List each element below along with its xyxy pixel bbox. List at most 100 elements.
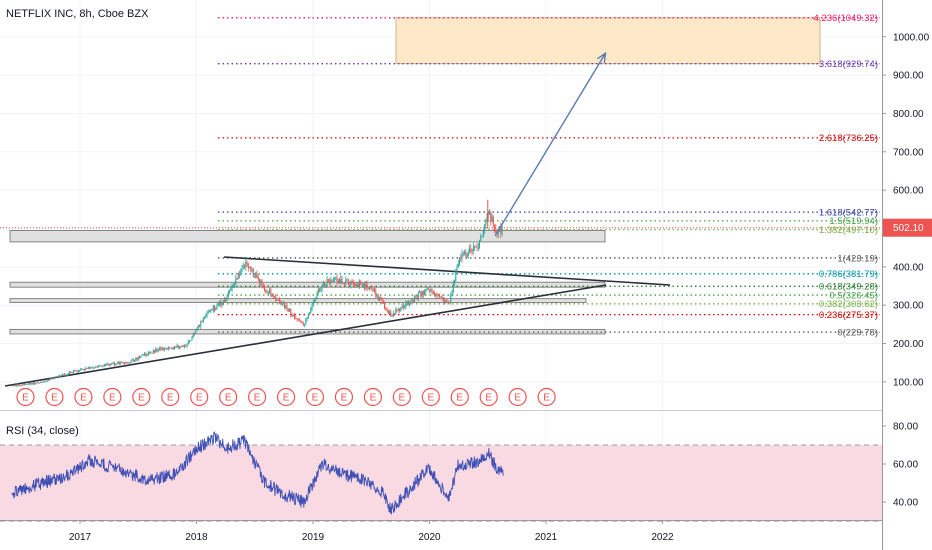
candle-body: [116, 363, 118, 364]
symbol-title[interactable]: NETFLIX INC, 8h, Cboe BZX: [6, 8, 149, 20]
earnings-marker-label: E: [341, 393, 348, 404]
candle-body: [477, 247, 479, 249]
earnings-marker[interactable]: [132, 387, 151, 407]
candle-body: [100, 365, 102, 367]
candle-body: [277, 299, 279, 301]
candle-body: [79, 370, 81, 372]
candle-body: [457, 264, 459, 267]
candle-body: [239, 273, 241, 276]
time-tick-label: 2019: [302, 532, 325, 543]
candle-body: [289, 308, 291, 312]
candle-body: [486, 213, 488, 221]
candle-body: [490, 212, 492, 222]
candle-body: [82, 369, 84, 370]
earnings-marker[interactable]: [16, 387, 35, 407]
candle-body: [309, 312, 311, 314]
rsi-panel: [0, 431, 882, 522]
candle-body: [220, 301, 222, 305]
candle-body: [305, 319, 307, 325]
earnings-marker[interactable]: [334, 387, 354, 407]
support-zone-box[interactable]: [9, 230, 606, 243]
candle-body: [297, 319, 299, 321]
earnings-marker[interactable]: [103, 387, 122, 407]
candle-body: [144, 353, 146, 355]
candle-body: [271, 295, 273, 297]
earnings-marker[interactable]: [450, 387, 469, 407]
earnings-marker-label: E: [427, 393, 434, 404]
earnings-marker[interactable]: [161, 387, 180, 407]
earnings-marker-label: E: [543, 393, 550, 404]
candle-body: [452, 283, 454, 293]
candle-body: [199, 325, 201, 327]
candle-body: [251, 269, 253, 271]
candle-body: [447, 300, 449, 303]
earnings-marker[interactable]: [421, 387, 440, 407]
candle-body: [394, 313, 396, 315]
rsi-axis[interactable]: 80.00 60.00 40.00: [882, 421, 918, 509]
candle-body: [134, 360, 136, 362]
candle-body: [399, 309, 401, 311]
candle-body: [21, 384, 23, 386]
candle-body: [445, 300, 447, 303]
earnings-marker[interactable]: [45, 387, 64, 407]
earnings-marker[interactable]: [74, 387, 93, 407]
candle-body: [387, 310, 389, 314]
candle-body: [115, 363, 117, 365]
earnings-marker[interactable]: [305, 387, 325, 407]
candle-body: [471, 250, 473, 252]
candle-body: [105, 364, 107, 366]
projection-arrow[interactable]: [494, 54, 605, 237]
support-zone-box[interactable]: [9, 298, 587, 303]
price-tick-label: 600.00: [893, 186, 924, 197]
candle-body: [157, 349, 159, 351]
candle-body: [379, 297, 381, 301]
candle-body: [262, 285, 264, 287]
candle-body: [102, 365, 104, 367]
candle-body: [147, 352, 149, 356]
candle-body: [464, 251, 466, 254]
last-price-badge[interactable]: [883, 218, 932, 237]
earnings-marker[interactable]: [508, 387, 527, 407]
candle-body: [481, 235, 483, 238]
candle-body: [197, 325, 199, 328]
candle-body: [195, 330, 197, 334]
descending-trendline[interactable]: [223, 256, 671, 286]
candle-body: [436, 293, 438, 296]
earnings-marker[interactable]: [219, 387, 238, 407]
candle-body: [369, 287, 371, 289]
candle-body: [254, 276, 256, 278]
earnings-marker[interactable]: [276, 387, 296, 407]
candle-body: [475, 246, 477, 248]
candle-body: [410, 301, 412, 303]
earnings-marker-label: E: [80, 393, 87, 404]
candle-body: [211, 309, 213, 311]
candle-body: [246, 262, 248, 264]
ascending-trendline[interactable]: [4, 284, 607, 387]
earnings-marker-label: E: [109, 393, 116, 404]
rsi-tick-label: 40.00: [893, 498, 918, 509]
candle-body: [465, 251, 467, 257]
candle-body: [32, 382, 34, 385]
earnings-marker[interactable]: [248, 387, 267, 407]
earnings-marker[interactable]: [392, 387, 411, 407]
candle-body: [186, 344, 188, 346]
target-zone-box[interactable]: [395, 17, 821, 65]
candle-body: [107, 363, 109, 365]
rsi-title[interactable]: RSI (34, close): [6, 425, 79, 437]
earnings-marker[interactable]: [537, 387, 556, 407]
earnings-marker[interactable]: [479, 387, 498, 407]
earnings-marker[interactable]: [190, 387, 209, 407]
candle-body: [341, 278, 343, 284]
candle-body: [427, 287, 429, 290]
earnings-marker[interactable]: [363, 387, 382, 407]
fib-level-label: 0.5(326.45): [829, 290, 878, 301]
candle-body: [77, 370, 79, 372]
time-axis[interactable]: 2017 2018 2019 2020 2021 2022: [69, 520, 674, 543]
candle-body: [485, 220, 487, 226]
fib-level-label: 1.382(497.10): [819, 225, 878, 236]
price-axis[interactable]: 1000.00900.00800.00700.00600.00500.00400…: [882, 32, 932, 388]
candle-body: [406, 300, 408, 303]
candle-body: [67, 374, 69, 375]
